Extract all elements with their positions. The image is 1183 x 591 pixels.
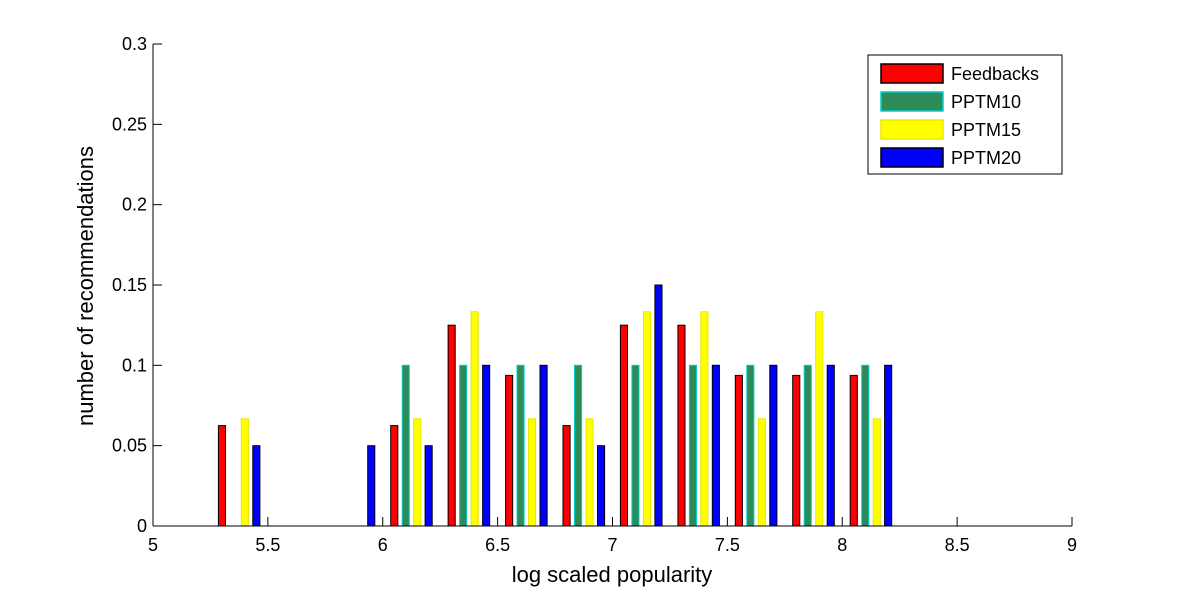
bar-pptm20-1 [252,445,261,527]
bar-pptm20-9 [711,364,720,527]
legend-label-pptm20: PPTM20 [951,148,1021,168]
legend-swatch-pptm15 [880,119,944,140]
bar-pptm10-12 [861,364,870,527]
bar-pptm10-6 [516,364,525,527]
x-tick-label-7: 8.5 [945,535,970,555]
x-tick-label-4: 7 [607,535,617,555]
bar-pptm10-5 [459,364,468,527]
x-tick-label-5: 7.5 [715,535,740,555]
x-axis-label: log scaled popularity [512,562,713,587]
bar-pptm10-8 [631,364,640,527]
bar-feedbacks-9 [677,324,686,527]
bar-pptm15-11 [815,311,824,527]
bar-feedbacks-12 [849,374,858,527]
bar-pptm10-10 [746,364,755,527]
legend-label-pptm15: PPTM15 [951,120,1021,140]
bar-pptm20-4 [424,445,433,527]
bar-feedbacks-5 [447,324,456,527]
bar-pptm15-7 [585,418,594,527]
bar-pptm20-10 [769,364,778,527]
bar-feedbacks-11 [792,374,801,527]
bar-pptm20-6 [539,364,548,527]
bar-feedbacks-10 [734,374,743,527]
bar-pptm15-12 [872,418,881,527]
x-tick-label-3: 6.5 [485,535,510,555]
bar-feedbacks-7 [562,425,571,527]
bar-pptm15-10 [757,418,766,527]
bar-pptm20-7 [597,445,606,527]
legend: Feedbacks PPTM10 PPTM15 PPTM20 [867,54,1063,175]
y-tick-label-6: 0.3 [122,34,147,54]
bar-pptm15-8 [642,311,652,527]
bar-pptm15-1 [240,418,249,527]
x-tick-label-2: 6 [378,535,388,555]
bar-pptm20-12 [884,364,893,527]
bar-pptm15-6 [528,418,537,527]
bar-feedbacks-6 [505,374,514,527]
x-tick-label-0: 5 [148,535,158,555]
bar-pptm15-5 [470,311,479,527]
bar-pptm20-11 [826,364,835,527]
bar-pptm20-8 [654,284,663,527]
x-tick-label-6: 8 [837,535,847,555]
bar-pptm20-3 [367,445,376,527]
bar-pptm15-4 [413,418,422,527]
legend-label-feedbacks: Feedbacks [951,64,1039,84]
y-axis-label: number of recommendations [73,146,98,426]
bar-pptm15-9 [700,311,709,527]
axes-group: 5 5.5 6 6.5 7 7.5 8 8.5 9 0 0.05 0.1 0.15 0.2 0.25 0.3 [112,34,1077,555]
bar-pptm10-11 [803,364,812,527]
legend-swatch-feedbacks [880,63,944,84]
y-tick-label-2: 0.1 [122,355,147,375]
x-tick-label-8: 9 [1067,535,1077,555]
bar-pptm10-4 [401,364,410,527]
bar-pptm10-9 [688,364,698,527]
bar-feedbacks-1 [217,425,226,527]
y-tick-label-3: 0.15 [112,275,147,295]
legend-swatch-pptm10 [880,91,944,112]
y-tick-label-1: 0.05 [112,436,147,456]
bar-pptm10-7 [574,364,583,527]
legend-swatch-pptm20 [880,147,944,168]
x-tick-label-1: 5.5 [255,535,280,555]
bar-feedbacks-8 [619,324,629,527]
y-tick-label-4: 0.2 [122,195,147,215]
y-tick-label-5: 0.25 [112,114,147,134]
legend-label-pptm10: PPTM10 [951,92,1021,112]
bar-pptm20-5 [482,364,491,527]
y-tick-label-0: 0 [137,516,147,536]
bar-feedbacks-4 [390,425,399,527]
